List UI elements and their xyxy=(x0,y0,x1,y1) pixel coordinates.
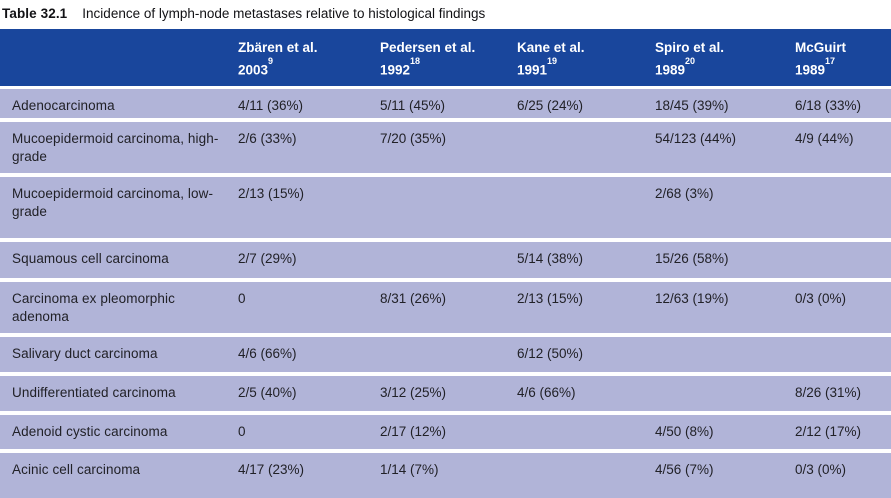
table-title: Incidence of lymph-node metastases relat… xyxy=(82,6,486,21)
cell: 8/31 (26%) xyxy=(380,291,447,306)
cell xyxy=(795,337,891,372)
cell: 3/12 (25%) xyxy=(380,385,447,400)
table-row-undifferentiated: Undifferentiated carcinoma 2/5 (40%) 3/1… xyxy=(0,376,891,411)
cell xyxy=(655,337,795,372)
table-header-row: Zbären et al. 20039 Pedersen et al. 1992… xyxy=(0,29,891,86)
row-label: Mucoepidermoid carcinoma, low-grade xyxy=(12,186,214,219)
header-cell-empty xyxy=(12,29,238,86)
cell xyxy=(655,376,795,411)
header-cell-mcguirt: McGuirt 198917 xyxy=(795,40,847,78)
cell: 8/26 (31%) xyxy=(795,385,862,400)
cell xyxy=(380,337,517,372)
cell: 5/14 (38%) xyxy=(517,251,584,266)
table-row-acinic-cell: Acinic cell carcinoma 4/17 (23%) 1/14 (7… xyxy=(0,453,891,498)
header-cell-kane: Kane et al. 199119 xyxy=(517,40,585,78)
table-row-mucoepidermoid-high: Mucoepidermoid carcinoma, high-grade 2/6… xyxy=(0,122,891,173)
cell xyxy=(517,177,655,238)
reference-superscript: 18 xyxy=(410,56,421,66)
cell: 4/17 (23%) xyxy=(238,462,305,477)
table-row-carcinoma-ex-pleomorphic: Carcinoma ex pleomorphic adenoma 0 8/31 … xyxy=(0,282,891,333)
cell: 2/6 (33%) xyxy=(238,131,297,146)
cell xyxy=(380,242,517,278)
cell: 15/26 (58%) xyxy=(655,251,729,266)
cell: 0 xyxy=(238,291,246,306)
cell: 2/12 (17%) xyxy=(795,424,862,439)
cell: 4/56 (7%) xyxy=(655,462,714,477)
row-label: Mucoepidermoid carcinoma, high-grade xyxy=(12,131,219,164)
cell: 2/68 (3%) xyxy=(655,186,714,201)
cell: 0/3 (0%) xyxy=(795,462,847,477)
reference-superscript: 9 xyxy=(268,56,274,66)
cell: 0/3 (0%) xyxy=(795,291,847,306)
cell: 2/5 (40%) xyxy=(238,385,297,400)
cell: 54/123 (44%) xyxy=(655,131,737,146)
cell: 0 xyxy=(238,424,246,439)
cell xyxy=(795,177,891,238)
cell: 4/6 (66%) xyxy=(238,346,297,361)
row-label: Salivary duct carcinoma xyxy=(12,346,158,361)
cell: 6/25 (24%) xyxy=(517,98,584,113)
cell xyxy=(517,415,655,449)
cell: 2/17 (12%) xyxy=(380,424,447,439)
row-label: Acinic cell carcinoma xyxy=(12,462,141,477)
cell: 12/63 (19%) xyxy=(655,291,729,306)
cell xyxy=(380,177,517,238)
cell: 6/18 (33%) xyxy=(795,98,862,113)
row-label: Adenoid cystic carcinoma xyxy=(12,424,168,439)
cell xyxy=(795,242,891,278)
cell xyxy=(517,453,655,498)
data-table: Zbären et al. 20039 Pedersen et al. 1992… xyxy=(0,29,891,498)
table-caption: Table 32.1 Incidence of lymph-node metast… xyxy=(0,0,891,29)
cell: 18/45 (39%) xyxy=(655,98,729,113)
table-row-mucoepidermoid-low: Mucoepidermoid carcinoma, low-grade 2/13… xyxy=(0,177,891,238)
cell: 5/11 (45%) xyxy=(380,98,446,113)
row-label: Squamous cell carcinoma xyxy=(12,251,169,266)
cell: 6/12 (50%) xyxy=(517,346,584,361)
cell: 4/11 (36%) xyxy=(238,98,304,113)
table-number: Table 32.1 xyxy=(2,6,68,21)
header-cell-pedersen: Pedersen et al. 199218 xyxy=(380,40,476,78)
row-label: Carcinoma ex pleomorphic adenoma xyxy=(12,291,175,324)
header-cell-spiro: Spiro et al. 198920 xyxy=(655,40,725,78)
table-row-adenoid-cystic: Adenoid cystic carcinoma 0 2/17 (12%) 4/… xyxy=(0,415,891,449)
table-row-adenocarcinoma: Adenocarcinoma 4/11 (36%) 5/11 (45%) 6/2… xyxy=(0,89,891,118)
cell: 4/6 (66%) xyxy=(517,385,576,400)
row-label: Undifferentiated carcinoma xyxy=(12,385,176,400)
table-row-squamous: Squamous cell carcinoma 2/7 (29%) 5/14 (… xyxy=(0,242,891,278)
cell: 4/9 (44%) xyxy=(795,131,854,146)
table-row-salivary-duct: Salivary duct carcinoma 4/6 (66%) 6/12 (… xyxy=(0,337,891,372)
reference-superscript: 17 xyxy=(825,56,836,66)
cell: 4/50 (8%) xyxy=(655,424,714,439)
cell xyxy=(517,122,655,173)
row-label: Adenocarcinoma xyxy=(12,98,115,113)
cell: 1/14 (7%) xyxy=(380,462,439,477)
reference-superscript: 20 xyxy=(685,56,696,66)
header-cell-zbaren: Zbären et al. 20039 xyxy=(238,40,318,78)
cell: 2/7 (29%) xyxy=(238,251,297,266)
reference-superscript: 19 xyxy=(547,56,558,66)
cell: 2/13 (15%) xyxy=(238,186,305,201)
cell: 7/20 (35%) xyxy=(380,131,447,146)
cell: 2/13 (15%) xyxy=(517,291,584,306)
